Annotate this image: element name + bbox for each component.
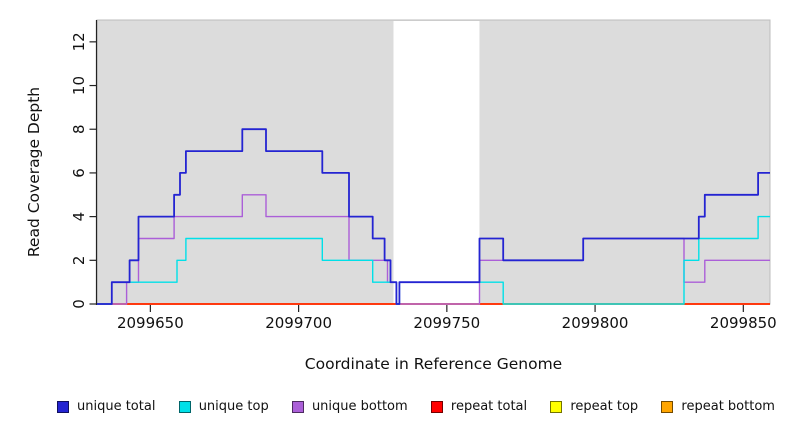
legend-swatch-repeat-top xyxy=(550,400,563,413)
series-unique-total xyxy=(97,128,770,305)
x-tick-label: 2099650 xyxy=(117,314,184,332)
x-tick-label: 2099750 xyxy=(413,314,480,332)
legend-label: unique bottom xyxy=(311,399,408,414)
legend-item-unique-bottom: unique bottom xyxy=(291,399,408,414)
legend-item-repeat-total: repeat total xyxy=(430,399,528,414)
chart-legend: unique total unique top unique bottom re… xyxy=(57,399,775,414)
legend-label: unique total xyxy=(77,399,156,414)
y-tick-label: 10 xyxy=(70,76,88,95)
y-tick-label: 0 xyxy=(70,299,88,309)
legend-label: unique top xyxy=(198,399,269,414)
legend-item-repeat-top: repeat top xyxy=(550,399,638,414)
legend-swatch-unique-top xyxy=(178,400,191,413)
legend-swatch-unique-bottom xyxy=(291,400,304,413)
plot-svg: 2099650 2099700 2099750 2099800 2099850 0 2 4 6 8… xyxy=(70,19,777,332)
legend-label: repeat bottom xyxy=(681,399,775,414)
x-tick-label: 2099850 xyxy=(710,314,777,332)
legend-swatch-repeat-total xyxy=(430,400,443,413)
legend-item-unique-total: unique total xyxy=(57,399,155,414)
y-tick-label: 8 xyxy=(70,124,88,134)
y-tick-label: 2 xyxy=(70,256,88,266)
legend-swatch-unique-total xyxy=(57,400,69,413)
legend-item-unique-top: unique top xyxy=(178,399,269,414)
legend-swatch-repeat-bottom xyxy=(661,400,674,413)
y-axis-title: Read Coverage Depth xyxy=(25,86,43,258)
y-tick-label: 12 xyxy=(70,32,88,51)
x-axis-title: Coordinate in Reference Genome xyxy=(304,355,563,373)
x-tick-label: 2099700 xyxy=(265,314,332,332)
y-tick-label: 6 xyxy=(70,168,88,178)
legend-item-repeat-bottom: repeat bottom xyxy=(661,399,775,414)
masked-region-band xyxy=(393,21,480,305)
legend-label: repeat total xyxy=(450,399,528,414)
x-tick-label: 2099800 xyxy=(562,314,629,332)
legend-label: repeat top xyxy=(570,399,639,414)
y-tick-label: 4 xyxy=(70,212,88,222)
